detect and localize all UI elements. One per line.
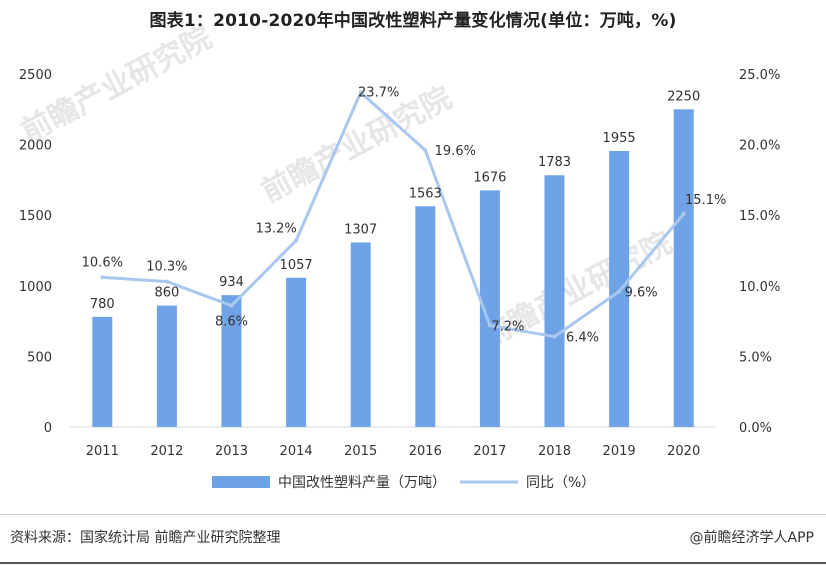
- data-labels: 780 860 934 1057 1307 1563 1676 1783 1955 2250 10.…: [82, 85, 727, 345]
- y-left-tick-label: 2000: [19, 139, 52, 154]
- x-tick-label: 2015: [344, 444, 377, 459]
- line-value-label: 23.7%: [358, 85, 399, 100]
- source-note: 资料来源：国家统计局 前瞻产业研究院整理: [10, 530, 281, 546]
- bar-series: [92, 109, 694, 428]
- bar: [221, 295, 242, 427]
- x-tick-label: 2016: [409, 444, 442, 459]
- x-tick-label: 2012: [150, 444, 183, 459]
- line-value-label: 6.4%: [566, 331, 599, 346]
- y-right-tick-label: 10.0%: [739, 280, 780, 295]
- y-right-tick-label: 25.0%: [739, 68, 780, 83]
- line-value-label: 10.3%: [146, 260, 187, 275]
- bar: [286, 277, 307, 427]
- line-value-label: 9.6%: [625, 285, 658, 300]
- growth-line: [102, 90, 685, 339]
- y-left-tick-label: 2500: [19, 68, 52, 83]
- bar-value-label: 1676: [473, 170, 506, 185]
- line-value-label: 8.6%: [215, 315, 248, 330]
- bar-value-label: 1783: [538, 155, 571, 170]
- line-point: [164, 279, 169, 284]
- y-left-tick-label: 1000: [19, 280, 52, 295]
- divider: [0, 562, 826, 564]
- line-point: [100, 275, 105, 280]
- x-tick-label: 2018: [538, 444, 571, 459]
- bar-value-label: 860: [154, 286, 179, 301]
- bar: [415, 206, 436, 427]
- line-point: [423, 148, 428, 153]
- line-point: [358, 90, 363, 95]
- line-value-label: 19.6%: [435, 144, 476, 159]
- legend-bar-swatch: [212, 476, 270, 488]
- x-tick-label: 2014: [280, 444, 313, 459]
- bar: [544, 175, 565, 427]
- chart-axes: 0 500 1000 1500 2000 2500 0.0% 5.0% 10.0% 15.0% 20…: [19, 68, 780, 459]
- bar: [92, 316, 113, 427]
- line-point: [617, 289, 622, 294]
- line-series: [100, 90, 686, 339]
- y-right-tick-label: 20.0%: [739, 139, 780, 154]
- credit-note: @前瞻经济学人APP: [689, 530, 814, 546]
- x-tick-label: 2011: [86, 444, 119, 459]
- x-tick-label: 2020: [667, 444, 700, 459]
- line-value-label: 10.6%: [82, 255, 123, 270]
- legend-line-label: 同比（%）: [526, 475, 595, 491]
- line-point: [294, 238, 299, 243]
- bar-value-label: 1057: [280, 258, 313, 273]
- line-point: [552, 334, 557, 339]
- y-right-tick-label: 5.0%: [739, 350, 772, 365]
- y-left-tick-label: 500: [27, 350, 52, 365]
- bar-value-label: 2250: [667, 89, 700, 104]
- line-value-label: 15.1%: [685, 193, 726, 208]
- bar: [673, 109, 694, 428]
- bar: [479, 190, 500, 427]
- legend-bar-label: 中国改性塑料产量（万吨）: [278, 475, 446, 491]
- y-left-tick-label: 0: [44, 421, 52, 436]
- bar: [350, 242, 371, 427]
- bar-value-label: 1307: [344, 222, 377, 237]
- line-point: [681, 211, 686, 216]
- divider: [0, 514, 826, 515]
- y-right-tick-label: 0.0%: [739, 421, 772, 436]
- y-left-tick-label: 1500: [19, 209, 52, 224]
- line-point: [229, 303, 234, 308]
- chart-legend: 中国改性塑料产量（万吨） 同比（%）: [212, 475, 595, 491]
- bar-value-label: 934: [219, 275, 244, 290]
- bar: [609, 150, 630, 428]
- chart-title: 图表1：2010-2020年中国改性塑料产量变化情况(单位：万吨，%): [149, 11, 677, 31]
- bar: [156, 305, 177, 427]
- line-point: [487, 323, 492, 328]
- x-tick-label: 2019: [603, 444, 636, 459]
- x-tick-label: 2017: [473, 444, 506, 459]
- y-right-tick-label: 15.0%: [739, 209, 780, 224]
- bar-value-label: 1955: [603, 131, 636, 146]
- line-value-label: 7.2%: [491, 319, 524, 334]
- chart-area: 780 860 934 1057 1307 1563 1676 1783 1955 2250 10.…: [19, 68, 780, 491]
- bar-value-label: 780: [90, 297, 115, 312]
- x-tick-label: 2013: [215, 444, 248, 459]
- line-value-label: 13.2%: [255, 222, 296, 237]
- bar-value-label: 1563: [409, 186, 442, 201]
